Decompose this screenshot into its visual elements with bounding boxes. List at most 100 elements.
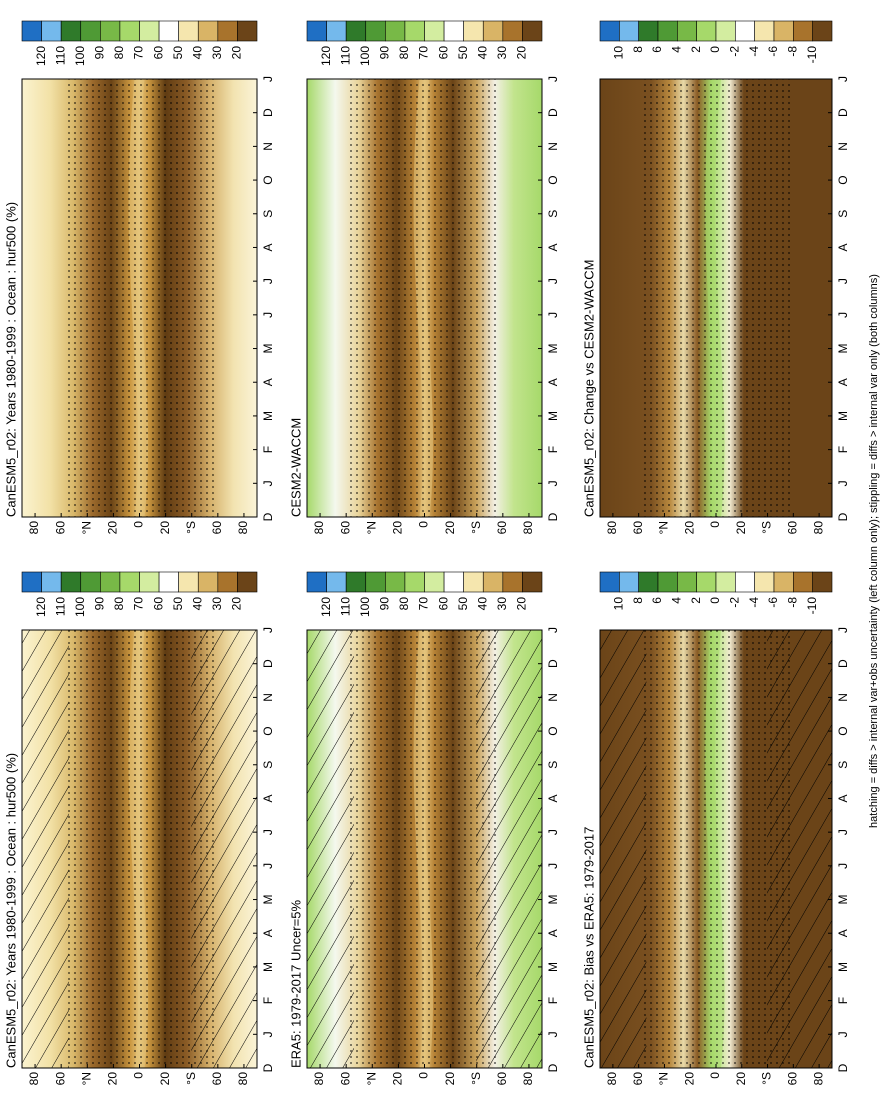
colorbar-box <box>793 20 813 42</box>
colorbar-box <box>217 20 238 42</box>
month-label: J <box>836 76 850 82</box>
colorbar-label: 30 <box>210 597 224 611</box>
lat-label: 60 <box>210 521 224 535</box>
lat-label: 60 <box>338 1072 352 1086</box>
panel-title: CanESM5_r02: Change vs CESM2-WACCM <box>581 260 596 517</box>
lat-label: °N <box>657 1072 671 1085</box>
month-label: N <box>546 142 560 151</box>
month-label: J <box>836 480 850 486</box>
colorbar-label: 4 <box>670 597 684 604</box>
month-label: O <box>836 175 850 184</box>
stippling <box>64 630 215 1068</box>
colorbar-box <box>404 20 425 42</box>
month-label: D <box>836 659 850 668</box>
colorbar-box <box>404 571 425 593</box>
colorbar-label: 110 <box>53 46 67 65</box>
lat-label: 20 <box>106 521 120 535</box>
colorbar-label: 120 <box>34 46 48 66</box>
colorbar-box <box>41 571 62 593</box>
colorbar-box <box>677 571 697 593</box>
colorbar-box <box>217 571 238 593</box>
colorbar-box <box>443 571 464 593</box>
month-label: J <box>546 1031 560 1037</box>
lat-label: 20 <box>734 521 748 535</box>
month-label: D <box>546 108 560 117</box>
month-label: J <box>836 278 850 284</box>
colorbar-box <box>754 571 775 593</box>
month-label: J <box>261 480 275 486</box>
colorbar-box <box>345 20 367 42</box>
lat-label: 20 <box>391 1072 405 1086</box>
colorbar-label: 0 <box>708 597 722 604</box>
stippling <box>349 79 500 517</box>
lat-label: °N <box>79 1072 93 1085</box>
colorbar-box <box>599 571 620 593</box>
colorbar-box <box>326 20 347 42</box>
month-label: N <box>836 693 850 702</box>
lat-label: 20 <box>443 521 457 535</box>
colorbar-label: -8 <box>786 46 800 57</box>
colorbar-label: -8 <box>786 597 800 608</box>
hatching <box>22 630 69 1068</box>
colorbar-box <box>100 571 121 593</box>
month-label: J <box>546 480 560 486</box>
month-label: D <box>261 659 275 668</box>
month-label: D <box>836 512 850 521</box>
month-label: A <box>261 378 275 386</box>
lat-label: 60 <box>53 521 67 535</box>
lat-label: 60 <box>53 1072 67 1086</box>
stippling <box>641 79 791 517</box>
month-label: A <box>836 243 850 251</box>
colorbar-box <box>197 571 219 593</box>
month-label: J <box>261 863 275 869</box>
colorbar-label: -4 <box>747 597 761 608</box>
colorbar-label: 10 <box>612 46 626 60</box>
month-label: J <box>546 312 560 318</box>
month-label: A <box>546 243 560 251</box>
lat-label: 0 <box>132 521 146 528</box>
colorbar-label: 20 <box>230 597 244 611</box>
month-label: A <box>546 794 560 802</box>
month-label: M <box>836 344 850 354</box>
colorbar-label: 90 <box>93 597 107 611</box>
month-label: O <box>546 175 560 184</box>
colorbar-box <box>326 571 347 593</box>
lat-label: 0 <box>417 521 431 528</box>
colorbar-label: 20 <box>515 46 529 60</box>
panel-title: CanESM5_r02: Bias vs ERA5: 1979-2017 <box>581 827 596 1068</box>
hatching <box>767 630 832 1068</box>
colorbar-label: -4 <box>747 46 761 57</box>
colorbar-box <box>197 20 219 42</box>
panel: CanESM5_r02: Years 1980-1999 : Ocean : h… <box>3 571 275 1086</box>
hatching <box>476 630 543 1068</box>
lat-label: 60 <box>210 1072 224 1086</box>
colorbar-label: 50 <box>171 597 185 611</box>
colorbar-box <box>119 20 140 42</box>
colorbar-label: -2 <box>728 46 742 57</box>
month-label: F <box>546 446 560 453</box>
colorbar-box <box>793 571 813 593</box>
colorbar-label: 110 <box>338 597 352 616</box>
colorbar-box <box>638 571 659 593</box>
colorbar-label: 100 <box>358 46 372 66</box>
colorbar-label: 70 <box>417 46 431 60</box>
lat-label: 80 <box>312 521 326 535</box>
lat-label: 80 <box>27 1072 41 1086</box>
colorbar-label: 60 <box>436 597 450 611</box>
colorbar-label: 30 <box>495 597 509 611</box>
month-label: M <box>261 895 275 905</box>
colorbar-label: 120 <box>319 46 333 66</box>
colorbar-box <box>502 571 523 593</box>
colorbar-label: -6 <box>766 597 780 608</box>
month-label: F <box>836 997 850 1004</box>
lat-label: °S <box>760 521 774 534</box>
month-label: A <box>836 794 850 802</box>
month-label: N <box>836 142 850 151</box>
lat-label: 80 <box>521 1072 535 1086</box>
month-label: A <box>261 929 275 937</box>
colorbar-box <box>482 20 504 42</box>
colorbar-label: -2 <box>728 597 742 608</box>
colorbar-box <box>657 571 678 593</box>
